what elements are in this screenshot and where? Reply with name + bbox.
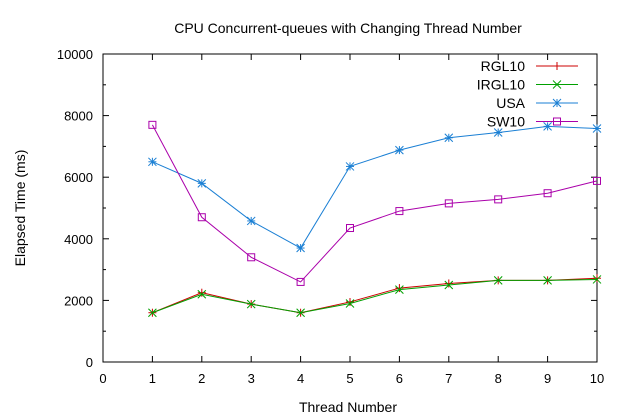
data-point-usa: [148, 157, 157, 167]
data-point-sw10: [197, 213, 206, 222]
series-line-sw10: [151, 124, 598, 283]
legend-marker-irgl10: [552, 80, 562, 89]
legend-label-rgl10: RGL10: [481, 58, 526, 74]
data-point-usa: [345, 162, 355, 171]
data-point-usa: [296, 243, 305, 253]
y-tick-label: 0: [86, 355, 93, 370]
data-point-rgl10: [444, 279, 453, 288]
data-point-sw10: [593, 176, 601, 185]
data-point-irgl10: [345, 299, 355, 308]
legend-label-irgl10: IRGL10: [477, 77, 525, 93]
data-point-irgl10: [543, 276, 552, 285]
x-tick-label: 8: [495, 371, 502, 386]
x-tick-label: 2: [198, 371, 205, 386]
data-point-irgl10: [296, 308, 305, 318]
x-tick-label: 6: [396, 371, 403, 386]
y-tick-label: 4000: [64, 232, 93, 247]
data-point-sw10: [395, 207, 404, 216]
y-tick-label: 6000: [64, 170, 93, 185]
data-point-usa: [395, 145, 404, 155]
data-point-rgl10: [395, 284, 404, 293]
axis-ticks: 0 1 2 3 4 5 6 7 8 9 10 0 2000 4000 6000 8000 10000: [57, 47, 604, 386]
y-tick-label: 10000: [57, 47, 93, 62]
data-point-irgl10: [197, 289, 207, 299]
data-point-sw10: [543, 189, 552, 198]
data-point-sw10: [346, 224, 354, 233]
data-point-usa: [493, 128, 503, 137]
data-point-usa: [197, 179, 207, 188]
legend-marker-rgl10: [553, 62, 561, 70]
data-point-sw10: [494, 195, 503, 204]
data-point-sw10: [296, 277, 305, 286]
legend: RGL10 IRGL10 USA SW10: [477, 58, 578, 130]
data-point-irgl10: [148, 308, 157, 318]
x-tick-label: 3: [248, 371, 255, 386]
data-point-rgl10: [346, 297, 354, 306]
series-line-usa: [152, 125, 598, 249]
data-point-usa: [592, 124, 602, 133]
data-point-irgl10: [444, 280, 454, 290]
data-point-irgl10: [592, 275, 602, 284]
x-tick-label: 7: [445, 371, 452, 386]
series-line-irgl10: [152, 278, 598, 314]
y-axis-label: Elapsed Time (ms): [12, 150, 28, 267]
x-tick-label: 9: [544, 371, 551, 386]
x-tick-label: 1: [149, 371, 156, 386]
data-point-sw10: [444, 199, 453, 208]
x-tick-label: 4: [297, 371, 304, 386]
series-layer: [148, 120, 602, 318]
data-point-irgl10: [246, 299, 256, 309]
data-point-rgl10: [197, 288, 206, 297]
data-point-usa: [444, 133, 454, 143]
data-point-sw10: [247, 253, 256, 262]
y-tick-label: 8000: [64, 109, 93, 124]
data-point-irgl10: [395, 285, 404, 294]
legend-label-sw10: SW10: [487, 114, 525, 130]
legend-marker-sw10: [553, 117, 561, 126]
data-point-usa: [246, 216, 256, 226]
x-axis-label: Thread Number: [299, 399, 397, 415]
x-tick-label: 10: [590, 371, 604, 386]
legend-label-usa: USA: [496, 95, 525, 111]
data-point-usa: [543, 122, 552, 131]
x-tick-label: 5: [346, 371, 353, 386]
x-tick-label: 0: [99, 371, 106, 386]
data-point-rgl10: [593, 274, 601, 283]
series-line-rgl10: [152, 277, 598, 314]
data-point-irgl10: [493, 276, 503, 285]
legend-marker-usa: [552, 98, 562, 108]
data-point-sw10: [148, 120, 157, 129]
y-tick-label: 2000: [64, 293, 93, 308]
chart-title: CPU Concurrent-queues with Changing Thre…: [174, 20, 522, 36]
